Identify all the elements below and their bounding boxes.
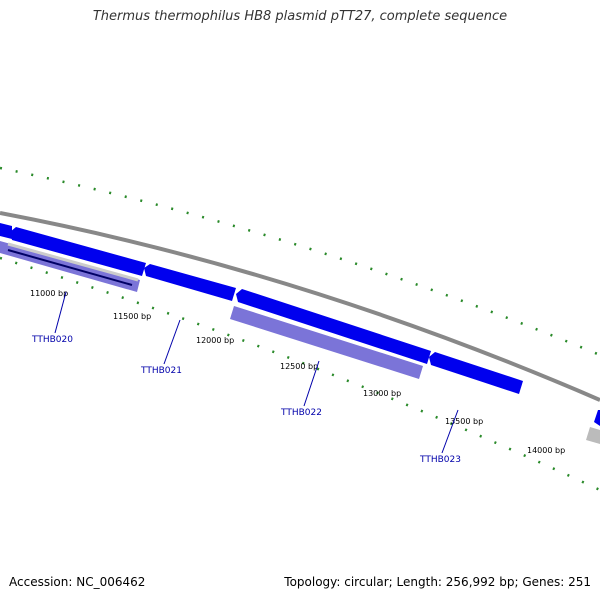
inner-tick-ring [0,256,600,492]
gene-labels: TTHB020 TTHB021 TTHB022 TTHB023 [31,335,461,465]
gene-label[interactable]: TTHB021 [140,366,182,376]
bp-label: 11500 bp [113,312,151,321]
bp-label: 12000 bp [196,336,234,345]
gene-label[interactable]: TTHB023 [419,455,461,465]
bp-label: 13000 bp [363,389,401,398]
bp-scale-labels: 11000 bp 11500 bp 12000 bp 12500 bp 1300… [30,289,565,455]
reverse-strand-genes [0,241,600,444]
gene-label-leaders [54,291,459,454]
bp-label: 12500 bp [280,362,318,371]
bp-label: 14000 bp [527,446,565,455]
forward-strand-genes [0,223,600,426]
bp-label: 13500 bp [445,417,483,426]
gene-arrow[interactable] [10,227,146,276]
gene-label[interactable]: TTHB022 [280,408,322,418]
gene-arrow[interactable] [586,427,600,444]
map-title: Thermus thermophilus HB8 plasmid pTT27, … [92,9,508,24]
accession-text: Accession: NC_006462 [9,575,146,589]
gene-arrow[interactable] [236,289,431,364]
backbone-track [0,211,600,402]
bp-label: 11000 bp [30,289,68,298]
gene-label[interactable]: TTHB020 [31,335,73,345]
gene-arrow[interactable] [594,410,600,426]
gene-arrow[interactable] [144,264,236,301]
summary-text: Topology: circular; Length: 256,992 bp; … [284,575,591,589]
grey-bar [7,242,139,282]
gene-arrow[interactable] [429,352,523,394]
gene-arrow[interactable] [230,306,423,379]
gene-inner-mark [7,249,133,286]
gene-arrow[interactable] [0,223,12,239]
